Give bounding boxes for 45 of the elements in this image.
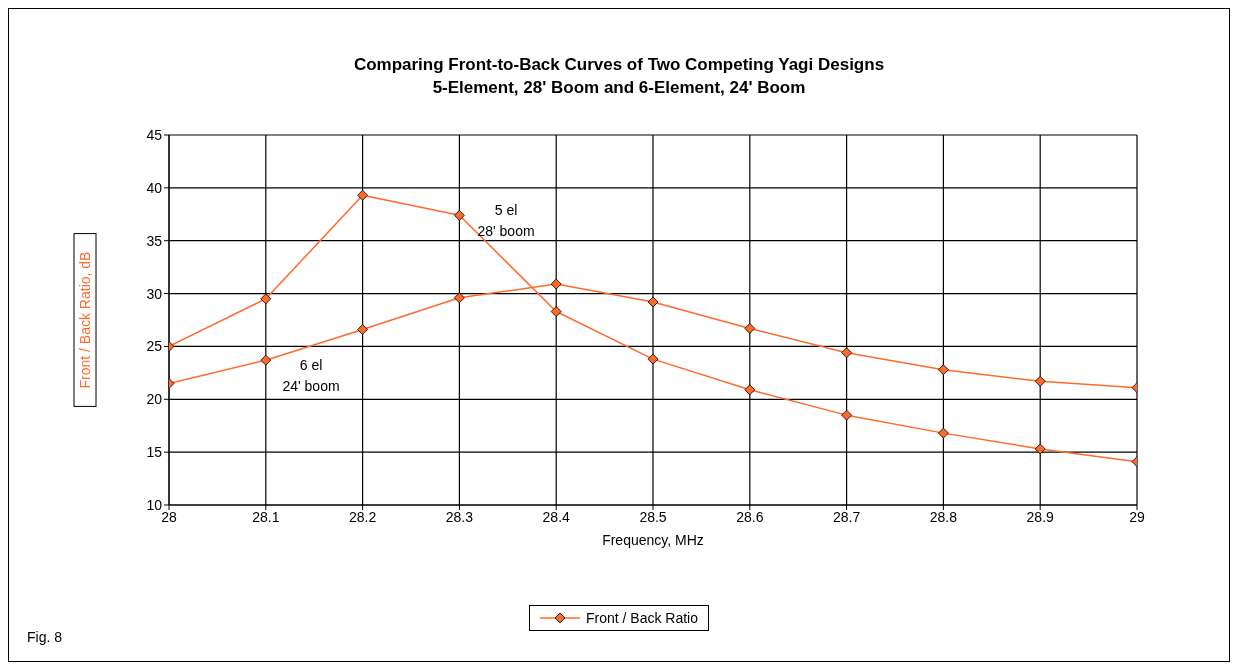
x-tick-label: 28.3 <box>445 508 474 525</box>
point <box>938 364 949 376</box>
x-tick-label: 28.1 <box>252 508 280 525</box>
point <box>260 293 272 305</box>
x-axis-title: Frequency, MHz <box>602 532 704 548</box>
x-tick-label: 28.8 <box>929 508 958 525</box>
y-tick-label: 30 <box>146 285 163 302</box>
x-tick-label: 28.6 <box>736 508 764 525</box>
x-tick-label: 28.9 <box>1026 508 1055 525</box>
point <box>260 354 272 366</box>
annotation: 6 el 24' boom <box>282 356 340 396</box>
y-tick-label: 40 <box>146 179 163 196</box>
x-tick-label: 29 <box>1129 508 1145 525</box>
x-tick-label: 28.2 <box>348 508 377 525</box>
point <box>744 384 756 396</box>
point <box>647 296 659 308</box>
point <box>357 189 368 201</box>
point <box>454 292 465 304</box>
y-tick-label: 25 <box>146 338 163 355</box>
y-tick-label: 45 <box>146 126 163 143</box>
point <box>357 324 368 335</box>
chart-title: Comparing Front-to-Back Curves of Two Competing Yagi Designs <box>352 54 886 76</box>
x-tick-label: 28 <box>161 508 177 525</box>
x-tick-label: 28.4 <box>542 508 571 525</box>
chart-subtitle: 5-Element, 28' Boom and 6-Element, 24' Boom <box>431 77 807 99</box>
point <box>647 353 659 365</box>
point <box>550 306 562 317</box>
point <box>1034 375 1046 387</box>
y-tick-label: 20 <box>146 391 163 408</box>
y-tick-label: 10 <box>146 496 163 513</box>
y-tick-label: 15 <box>146 444 163 461</box>
annotation: 5 el 28' boom <box>477 201 535 241</box>
legend-label: Front / Back Ratio <box>585 610 699 626</box>
x-tick-label: 28.5 <box>639 508 667 525</box>
point <box>841 409 852 421</box>
y-axis-title: Front / Back Ratio, dB <box>77 251 93 389</box>
point <box>938 427 949 439</box>
y-tick-label: 35 <box>146 232 163 249</box>
point <box>744 323 756 334</box>
caption: Fig. 8 <box>27 629 63 645</box>
point <box>1034 443 1046 455</box>
point <box>550 278 562 290</box>
point <box>454 209 465 221</box>
x-tick-label: 28.7 <box>832 508 861 525</box>
point <box>841 347 852 359</box>
